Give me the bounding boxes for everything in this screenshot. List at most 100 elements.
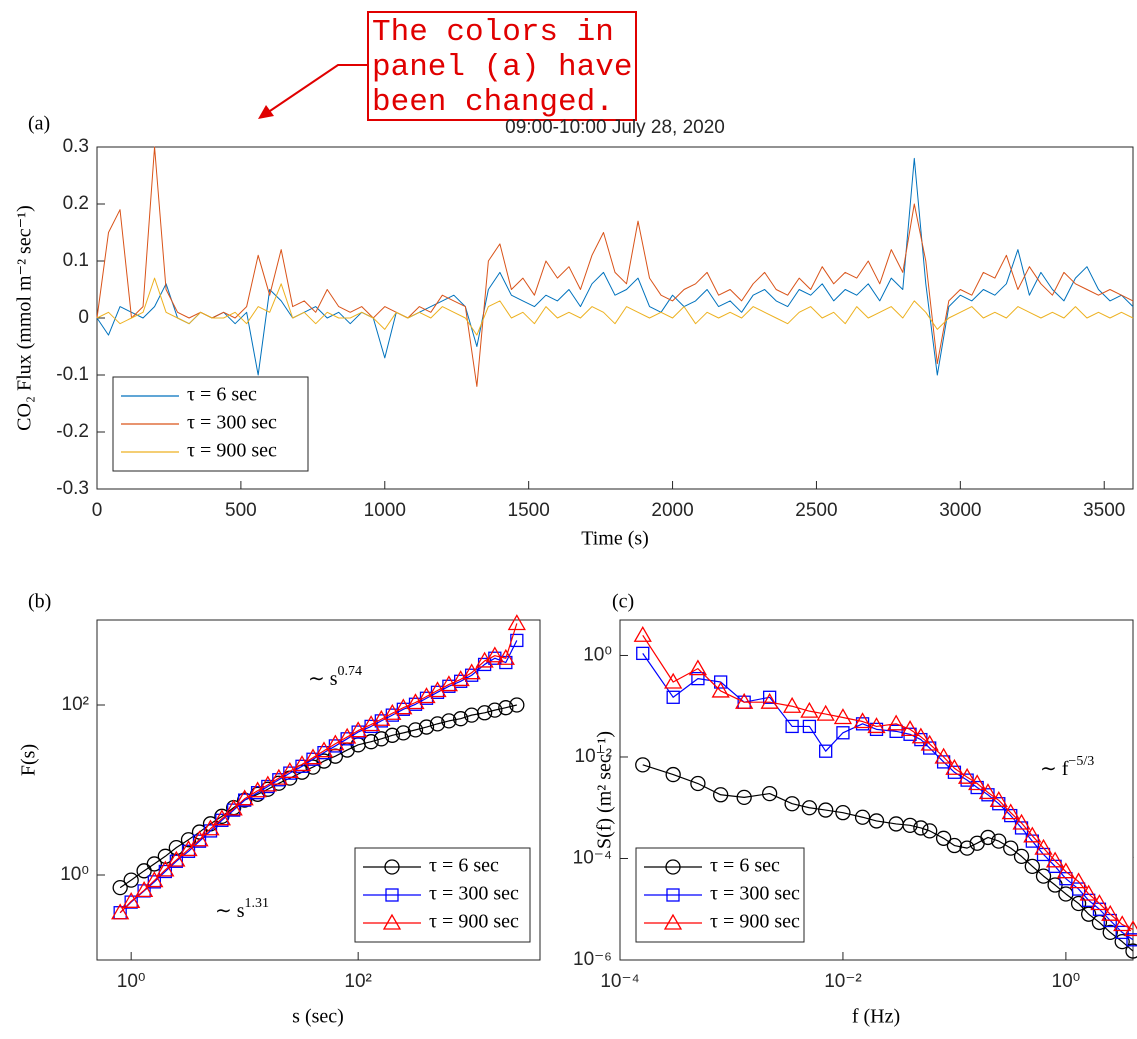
legend-label: τ = 900 sec: [710, 911, 800, 933]
y-tick-label: 10⁰: [583, 644, 612, 665]
legend-marker: [663, 913, 683, 930]
data-point: [946, 837, 963, 854]
data-point: [1024, 858, 1040, 875]
y-tick-label: 0: [78, 307, 89, 328]
data-point: [394, 698, 413, 715]
data-point: [1113, 915, 1132, 932]
data-point: [782, 696, 802, 713]
data-point: [1123, 920, 1137, 937]
data-point: [920, 734, 939, 751]
data-point: [688, 659, 708, 676]
legend-label: τ = 6 sec: [187, 384, 257, 406]
data-point: [636, 646, 650, 661]
data-point: [690, 775, 706, 792]
data-point: [635, 757, 651, 773]
data-point: [1056, 862, 1076, 879]
data-point: [145, 871, 164, 888]
y-tick-label: 10⁻²: [575, 746, 613, 767]
data-point: [168, 839, 184, 856]
data-point: [485, 646, 504, 663]
data-point: [922, 823, 938, 839]
y-tick-label: 0.2: [63, 193, 89, 214]
panel-label: (c): [612, 591, 634, 613]
data-point: [913, 820, 929, 836]
data-point: [1101, 904, 1120, 921]
data-point: [507, 614, 526, 631]
data-point: [666, 690, 680, 704]
data-point: [902, 817, 918, 833]
data-point: [1069, 872, 1088, 889]
data-point: [978, 783, 998, 800]
data-point: [714, 675, 728, 689]
data-point: [123, 872, 139, 888]
slope-label-exponent: 1.31: [245, 896, 270, 911]
x-tick-label: 2500: [795, 500, 837, 521]
data-point: [1034, 838, 1053, 855]
data-point: [957, 767, 977, 784]
data-point: [959, 840, 975, 856]
data-point: [784, 796, 800, 812]
y-tick-label: 0.1: [63, 250, 89, 271]
data-point: [736, 789, 752, 806]
data-point: [835, 805, 851, 821]
data-point: [496, 648, 515, 665]
legend-label: τ = 300 sec: [710, 883, 800, 905]
legend-marker: [382, 913, 402, 930]
annotation-box: [367, 11, 637, 121]
data-point: [867, 717, 886, 734]
slope-label-text: ∼ f: [1040, 758, 1069, 780]
slope-label-text: ∼ s: [215, 900, 245, 922]
legend-label: τ = 6 sec: [710, 855, 780, 877]
data-point: [802, 719, 817, 734]
legend-label: τ = 900 sec: [429, 911, 519, 933]
legend-label: τ = 300 sec: [187, 412, 277, 434]
slope-label-text: ∼ s: [308, 668, 338, 690]
legend-marker: [665, 859, 681, 875]
x-tick-label: 1000: [364, 500, 406, 521]
data-point: [418, 719, 435, 735]
series-line: [96, 146, 1134, 387]
data-point: [487, 702, 503, 718]
x-tick-label: 3000: [939, 500, 981, 521]
data-point: [453, 711, 469, 727]
data-point: [111, 903, 130, 920]
x-axis-label: f (Hz): [852, 1006, 900, 1028]
data-point: [868, 813, 885, 829]
slope-label-exponent: −5/3: [1068, 754, 1094, 769]
data-point: [819, 744, 833, 758]
data-point: [1125, 943, 1137, 959]
y-tick-label: 10⁻⁶: [573, 949, 612, 970]
y-tick-label: -0.2: [56, 421, 89, 442]
data-point: [1012, 813, 1031, 830]
data-point: [248, 781, 267, 798]
data-point: [903, 727, 917, 741]
y-tick-label: 10⁰: [60, 864, 89, 885]
y-tick-label: 0.3: [63, 136, 89, 157]
data-point: [1003, 840, 1019, 856]
data-point: [349, 721, 368, 738]
data-point: [1035, 868, 1052, 884]
data-point: [179, 840, 198, 857]
x-tick-label: 2000: [651, 500, 693, 521]
data-point: [713, 787, 729, 803]
annotation-line: The colors in: [372, 15, 614, 50]
legend-label: τ = 6 sec: [429, 855, 499, 877]
data-point: [122, 892, 141, 908]
data-point: [1090, 894, 1109, 911]
x-tick-label: 3500: [1083, 500, 1125, 521]
x-tick-label: 10⁰: [1052, 971, 1081, 992]
data-point: [1079, 884, 1098, 901]
data-point: [1102, 924, 1118, 941]
data-point: [980, 829, 996, 846]
data-point: [112, 879, 128, 896]
panel-label: (b): [28, 591, 51, 613]
data-point: [1080, 906, 1097, 922]
data-point: [1023, 826, 1042, 843]
data-point: [361, 715, 381, 732]
annotation-line: panel (a) have: [372, 50, 632, 85]
data-point: [761, 785, 778, 802]
data-point: [887, 714, 906, 731]
data-point: [462, 663, 481, 680]
data-point: [818, 802, 834, 818]
